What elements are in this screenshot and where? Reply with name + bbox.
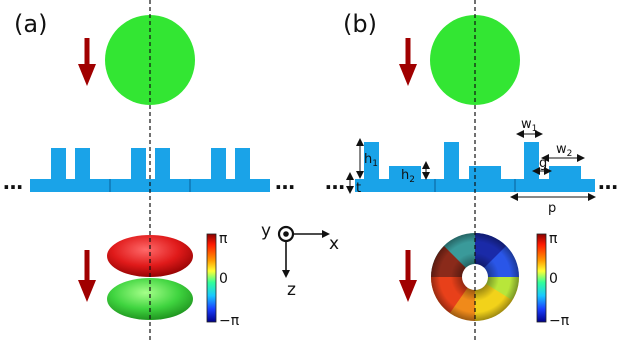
panel-a: (a) … … xyxy=(3,0,295,341)
dim-t: t xyxy=(356,181,361,196)
z-axis-label: z xyxy=(287,280,296,300)
grating-a xyxy=(30,148,270,192)
colorbar-b xyxy=(536,233,547,323)
x-axis-label: x xyxy=(329,234,339,254)
ellipsis-a-right: … xyxy=(275,170,295,194)
dim-h1: h1 xyxy=(364,152,378,169)
colorbar-a-mid: 0 xyxy=(219,271,228,287)
panel-b-label: (b) xyxy=(343,10,377,38)
dim-w2: w2 xyxy=(556,142,572,159)
colorbar-a-top: π xyxy=(219,231,228,247)
dim-w1: w1 xyxy=(521,117,537,134)
colorbar-b-bottom: −π xyxy=(549,313,570,329)
dim-p: p xyxy=(548,201,556,216)
ellipsis-b-right: … xyxy=(598,170,618,194)
panel-b: (b) … … xyxy=(325,0,618,341)
ellipsis-a-left: … xyxy=(3,170,23,194)
grating-b xyxy=(355,142,595,192)
colorbar-a xyxy=(206,233,217,323)
dimension-annotations xyxy=(346,130,596,201)
incident-arrow-a xyxy=(78,38,96,86)
colorbar-b-mid: 0 xyxy=(549,271,558,287)
colorbar-b-top: π xyxy=(549,231,558,247)
colorbar-a-bottom: −π xyxy=(219,313,240,329)
incident-arrow-b xyxy=(399,38,417,86)
transmitted-arrow-a xyxy=(78,250,96,302)
dim-h2: h2 xyxy=(401,168,415,185)
green-lobe xyxy=(107,278,193,320)
dim-g: g xyxy=(539,156,547,171)
ellipsis-b-left: … xyxy=(325,170,345,194)
panel-a-label: (a) xyxy=(14,10,47,38)
transmitted-arrow-b xyxy=(399,250,417,302)
coordinate-axes: y x z xyxy=(261,221,339,300)
y-axis-label: y xyxy=(261,221,271,241)
